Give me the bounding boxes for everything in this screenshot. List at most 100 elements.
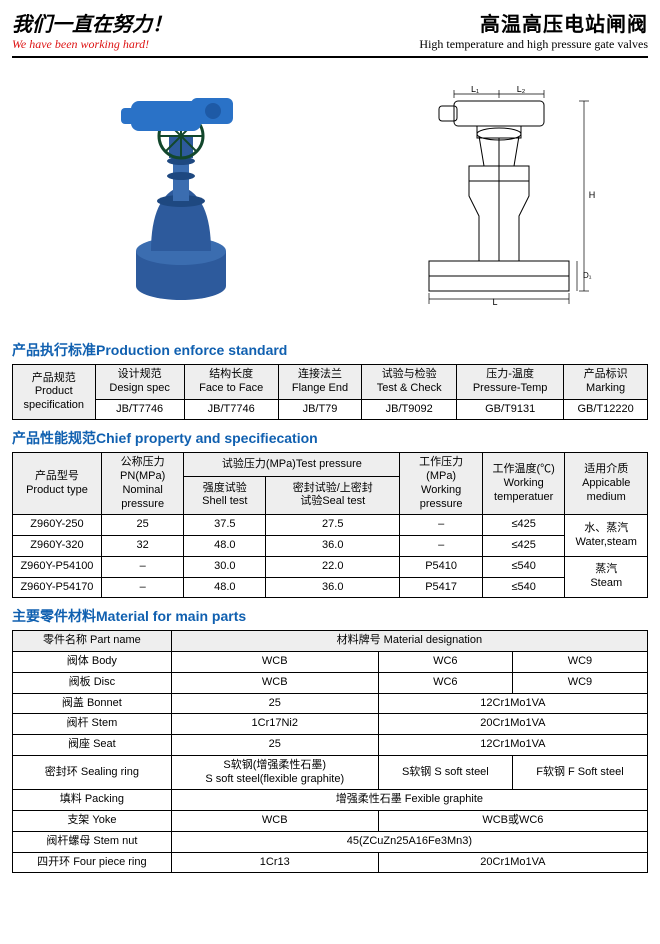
t3-row: 支架 YokeWCBWCB或WC6	[13, 811, 648, 832]
t2-row: Z960Y-320 32 48.0 36.0 – ≤425	[13, 536, 648, 557]
t1-h1: 设计规范Design spec	[95, 365, 184, 400]
t1-h5: 压力-温度Pressure-Temp	[457, 365, 564, 400]
part-cell: 四开环 Four piece ring	[13, 852, 172, 873]
t2-h-type: 产品型号Product type	[13, 453, 102, 515]
cell: Z960Y-P54170	[13, 577, 102, 598]
t3-h-mat: 材料牌号 Material designation	[171, 631, 647, 652]
material-cell: WCB	[171, 811, 378, 832]
t1-h2: 结构长度Face to Face	[184, 365, 278, 400]
dim-D1: D₁	[583, 271, 592, 280]
table-property: 产品型号Product type 公称压力PN(MPa)Nominal pres…	[12, 452, 648, 598]
material-cell: 增强柔性石墨 Fexible graphite	[171, 790, 647, 811]
t1-c6: GB/T12220	[564, 399, 648, 420]
t1-c2: JB/T7746	[184, 399, 278, 420]
dim-L2: L₂	[517, 86, 526, 94]
dim-H: H	[589, 190, 596, 200]
cell: –	[400, 536, 483, 557]
material-cell: 20Cr1Mo1VA	[378, 852, 647, 873]
page-header: 我们一直在努力！ We have been working hard! 高温高压…	[12, 8, 648, 58]
part-cell: 阀杆螺母 Stem nut	[13, 831, 172, 852]
dim-L: L	[492, 297, 497, 306]
t3-row: 填料 Packing增强柔性石墨 Fexible graphite	[13, 790, 648, 811]
cell: –	[101, 556, 184, 577]
dim-L1: L₁	[471, 86, 479, 94]
t2-h-tp: 试验压力(MPa)Test pressure	[184, 453, 400, 476]
t2-h-wp: 工作压力(MPa)Workingpressure	[400, 453, 483, 515]
t3-row: 阀座 Seat2512Cr1Mo1VA	[13, 735, 648, 756]
title-en: High temperature and high pressure gate …	[419, 37, 648, 52]
cell: 48.0	[184, 536, 266, 557]
cell: 水、蒸汽Water,steam	[565, 515, 648, 557]
cell: P5417	[400, 577, 483, 598]
cell: ≤425	[482, 515, 565, 536]
t2-row: Z960Y-250 25 37.5 27.5 – ≤425 水、蒸汽Water,…	[13, 515, 648, 536]
t2-h-seal: 密封试验/上密封试验Seal test	[266, 476, 400, 515]
figure-row: L L₁ L₂ H D₁	[12, 66, 648, 326]
t3-row: 密封环 Sealing ringS软钢(增强柔性石墨)S soft steel(…	[13, 755, 648, 790]
section3-title: 主要零件材料Material for main parts	[12, 606, 648, 626]
t3-row: 阀盖 Bonnet2512Cr1Mo1VA	[13, 693, 648, 714]
table-standard: 产品规范Productspecification 设计规范Design spec…	[12, 364, 648, 420]
part-cell: 阀板 Disc	[13, 672, 172, 693]
material-cell: WCB	[171, 652, 378, 673]
part-cell: 填料 Packing	[13, 790, 172, 811]
material-cell: 12Cr1Mo1VA	[378, 693, 647, 714]
t3-row: 阀板 DiscWCBWC6WC9	[13, 672, 648, 693]
cell: 22.0	[266, 556, 400, 577]
cell: ≤540	[482, 577, 565, 598]
cell: 48.0	[184, 577, 266, 598]
t1-c5: GB/T9131	[457, 399, 564, 420]
table-materials: 零件名称 Part name 材料牌号 Material designation…	[12, 630, 648, 873]
t1-h3: 连接法兰Flange End	[278, 365, 362, 400]
t2-h-wt: 工作温度(℃)Workingtemperatuer	[482, 453, 565, 515]
part-cell: 阀体 Body	[13, 652, 172, 673]
material-cell: 20Cr1Mo1VA	[378, 714, 647, 735]
cell: 37.5	[184, 515, 266, 536]
t3-row: 四开环 Four piece ring1Cr1320Cr1Mo1VA	[13, 852, 648, 873]
t3-h-part: 零件名称 Part name	[13, 631, 172, 652]
cell: –	[101, 577, 184, 598]
title-cn: 高温高压电站闸阀	[419, 8, 648, 37]
material-cell: WC6	[378, 672, 512, 693]
cell: 36.0	[266, 536, 400, 557]
valve-photo	[51, 76, 311, 316]
material-cell: WC6	[378, 652, 512, 673]
material-cell: S软钢(增强柔性石墨)S soft steel(flexible graphit…	[171, 755, 378, 790]
material-cell: S软钢 S soft steel	[378, 755, 512, 790]
t2-h-pn: 公称压力PN(MPa)Nominal pressure	[101, 453, 184, 515]
material-cell: 12Cr1Mo1VA	[378, 735, 647, 756]
t1-c4: JB/T9092	[362, 399, 457, 420]
cell: –	[400, 515, 483, 536]
cell: Z960Y-320	[13, 536, 102, 557]
material-cell: F软钢 F Soft steel	[512, 755, 647, 790]
material-cell: 45(ZCuZn25A16Fe3Mn3)	[171, 831, 647, 852]
t3-row: 阀杆 Stem1Cr17Ni220Cr1Mo1VA	[13, 714, 648, 735]
material-cell: WC9	[512, 672, 647, 693]
t1-h6: 产品标识Marking	[564, 365, 648, 400]
cell: 蒸汽Steam	[565, 556, 648, 598]
t2-h-shell: 强度试验Shell test	[184, 476, 266, 515]
cell: Z960Y-P54100	[13, 556, 102, 577]
t2-row: Z960Y-P54170 – 48.0 36.0 P5417 ≤540	[13, 577, 648, 598]
t1-h4: 试验与检验Test & Check	[362, 365, 457, 400]
part-cell: 阀杆 Stem	[13, 714, 172, 735]
t1-h0: 产品规范Productspecification	[13, 365, 96, 420]
cell: ≤425	[482, 536, 565, 557]
t1-c3: JB/T79	[278, 399, 362, 420]
t2-row: Z960Y-P54100 – 30.0 22.0 P5410 ≤540 蒸汽St…	[13, 556, 648, 577]
cell: 32	[101, 536, 184, 557]
part-cell: 密封环 Sealing ring	[13, 755, 172, 790]
material-cell: WCB	[171, 672, 378, 693]
cell: P5410	[400, 556, 483, 577]
header-left: 我们一直在努力！ We have been working hard!	[12, 8, 172, 52]
valve-drawing: L L₁ L₂ H D₁	[389, 76, 609, 316]
cell: 27.5	[266, 515, 400, 536]
material-cell: 25	[171, 735, 378, 756]
t3-row: 阀杆螺母 Stem nut45(ZCuZn25A16Fe3Mn3)	[13, 831, 648, 852]
part-cell: 支架 Yoke	[13, 811, 172, 832]
cell: 36.0	[266, 577, 400, 598]
section2-title: 产品性能规范Chief property and specifiecation	[12, 428, 648, 448]
part-cell: 阀盖 Bonnet	[13, 693, 172, 714]
t2-h-med: 适用介质Appicablemedium	[565, 453, 648, 515]
material-cell: 1Cr17Ni2	[171, 714, 378, 735]
